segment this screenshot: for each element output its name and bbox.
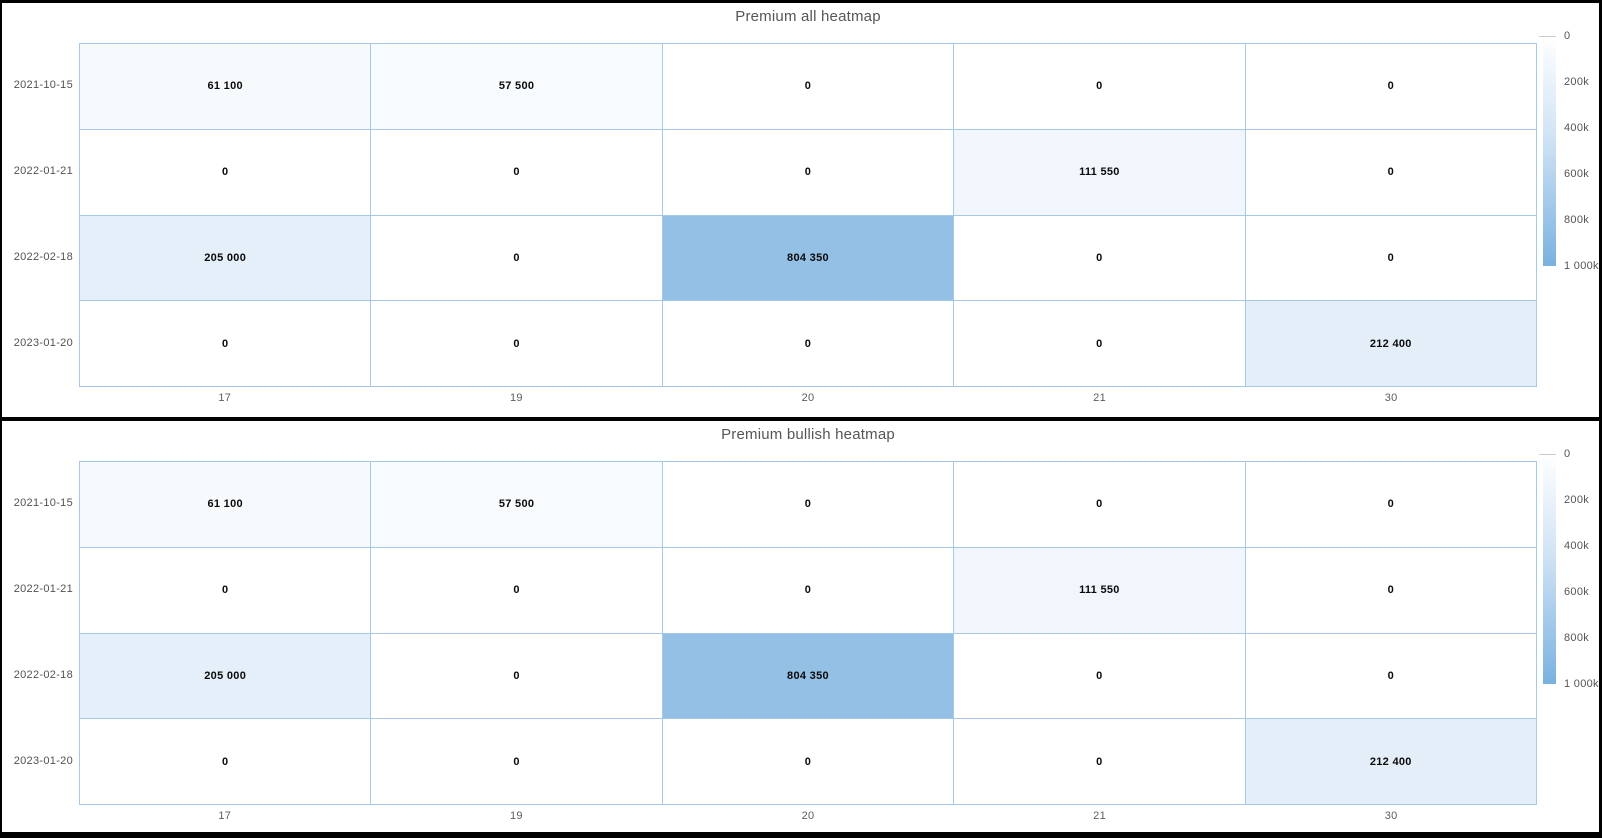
visualmap-tick-label: 800k [1564, 632, 1590, 644]
heatmap-cell[interactable]: 0 [80, 129, 371, 215]
heatmap-cell[interactable]: 111 550 [954, 547, 1245, 633]
chart-title: Premium all heatmap [735, 8, 881, 25]
panel-premium-all: Premium all heatmap 2021-10-15 2022-01-21… [2, 3, 1599, 417]
x-axis-label: 21 [1093, 810, 1107, 822]
heatmap-cell[interactable]: 0 [371, 633, 662, 719]
visualmap-tick-label: 200k [1564, 76, 1590, 88]
heatmap-cell[interactable]: 212 400 [1245, 301, 1536, 386]
heatmap-cell[interactable]: 0 [1245, 547, 1536, 633]
y-axis-label: 2022-01-21 [13, 583, 73, 595]
heatmap-cell[interactable]: 0 [1245, 633, 1536, 719]
heatmap-cell[interactable]: 0 [662, 719, 954, 804]
heatmap-cell[interactable]: 0 [1245, 215, 1536, 301]
y-axis-label: 2022-02-18 [13, 669, 73, 681]
heatmap-cell[interactable]: 0 [371, 215, 662, 301]
visualmap-tick-label: 800k [1564, 214, 1590, 226]
visualmap-tick-label: 200k [1564, 494, 1590, 506]
heatmap-cell[interactable]: 57 500 [371, 462, 662, 547]
heatmap-cell[interactable]: 804 350 [662, 215, 954, 301]
visualmap-tick-label: 0 [1564, 30, 1571, 42]
heatmap-grid: 61 100 57 500 0 0 0 0 0 0 111 550 0 205 000 0 804 35… [79, 43, 1537, 387]
y-axis-label: 2023-01-20 [13, 755, 73, 767]
heatmap-cell[interactable]: 111 550 [954, 129, 1245, 215]
heatmap-cell[interactable]: 0 [954, 719, 1245, 804]
heatmap-cell[interactable]: 0 [80, 719, 371, 804]
heatmap-cell[interactable]: 0 [1245, 462, 1536, 547]
heatmap-cell[interactable]: 0 [662, 129, 954, 215]
heatmap-cell[interactable]: 205 000 [80, 633, 371, 719]
x-axis-label: 19 [509, 810, 523, 822]
heatmap-cell[interactable]: 61 100 [80, 462, 371, 547]
heatmap-cell[interactable]: 0 [662, 547, 954, 633]
heatmap-grid: 61 100 57 500 0 0 0 0 0 0 111 550 0 205 000 0 804 35… [79, 461, 1537, 805]
y-axis-label: 2021-10-15 [13, 497, 73, 509]
panel-divider [2, 417, 1599, 421]
x-axis-label: 30 [1384, 810, 1398, 822]
visualmap-gradient-bar[interactable] [1543, 36, 1556, 266]
visualmap-tick-label: 0 [1564, 448, 1571, 460]
visualmap-tick-label: 400k [1564, 540, 1590, 552]
heatmap-cell[interactable]: 0 [1245, 129, 1536, 215]
x-axis-label: 17 [218, 392, 232, 404]
visualmap-top-tick [1539, 36, 1556, 37]
heatmap-cell[interactable]: 61 100 [80, 44, 371, 129]
heatmap-cell[interactable]: 804 350 [662, 633, 954, 719]
visualmap-tick-label: 1 000k [1564, 678, 1599, 690]
heatmap-cell[interactable]: 0 [954, 301, 1245, 386]
heatmap-cell[interactable]: 205 000 [80, 215, 371, 301]
visualmap-tick-label: 1 000k [1564, 260, 1599, 272]
heatmap-cell[interactable]: 0 [662, 44, 954, 129]
y-axis-label: 2021-10-15 [13, 79, 73, 91]
heatmap-cell[interactable]: 0 [954, 633, 1245, 719]
heatmap-cell[interactable]: 0 [371, 719, 662, 804]
heatmap-cell[interactable]: 0 [80, 301, 371, 386]
heatmap-cell[interactable]: 0 [1245, 44, 1536, 129]
visualmap-tick-label: 600k [1564, 586, 1590, 598]
visualmap-gradient-bar[interactable] [1543, 454, 1556, 684]
heatmap-cell[interactable]: 0 [662, 301, 954, 386]
heatmap-cell[interactable]: 0 [371, 547, 662, 633]
heatmap-cell[interactable]: 0 [662, 462, 954, 547]
heatmap-cell[interactable]: 0 [954, 44, 1245, 129]
y-axis-label: 2022-02-18 [13, 251, 73, 263]
heatmap-cell[interactable]: 0 [954, 462, 1245, 547]
heatmap-cell[interactable]: 0 [371, 301, 662, 386]
visualmap-tick-label: 600k [1564, 168, 1590, 180]
heatmap-cell[interactable]: 0 [954, 215, 1245, 301]
heatmap-cell[interactable]: 0 [371, 129, 662, 215]
y-axis-label: 2023-01-20 [13, 337, 73, 349]
x-axis-label: 17 [218, 810, 232, 822]
x-axis-label: 30 [1384, 392, 1398, 404]
chart-title: Premium bullish heatmap [721, 426, 895, 443]
x-axis-label: 21 [1093, 392, 1107, 404]
visualmap-tick-label: 400k [1564, 122, 1590, 134]
x-axis-label: 19 [509, 392, 523, 404]
x-axis-label: 20 [801, 392, 815, 404]
heatmap-cell[interactable]: 212 400 [1245, 719, 1536, 804]
x-axis-label: 20 [801, 810, 815, 822]
visualmap-top-tick [1539, 454, 1556, 455]
heatmap-cell[interactable]: 57 500 [371, 44, 662, 129]
panel-premium-bullish: Premium bullish heatmap 2021-10-15 2022-0… [2, 421, 1599, 832]
heatmap-cell[interactable]: 0 [80, 547, 371, 633]
y-axis-label: 2022-01-21 [13, 165, 73, 177]
